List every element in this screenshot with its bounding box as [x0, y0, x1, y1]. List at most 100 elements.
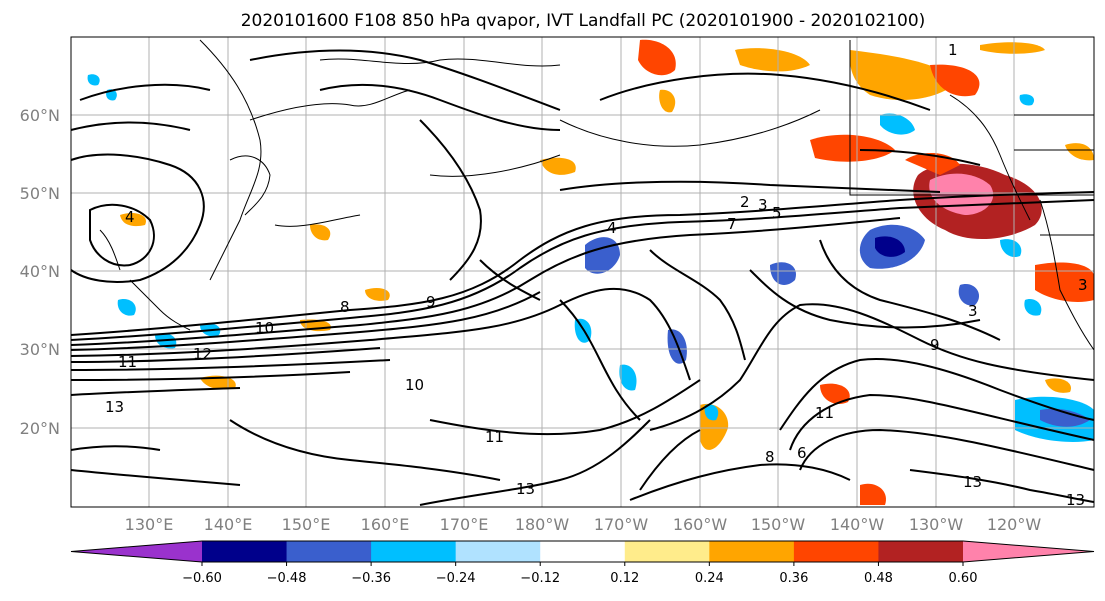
contour-label: 3: [968, 302, 978, 320]
contour-label: 11: [815, 404, 834, 422]
lon-tick-label: 140°E: [204, 515, 253, 534]
lat-tick-label: 60°N: [20, 106, 60, 125]
positive-blob: [659, 89, 676, 113]
lon-tick-label: 170°W: [594, 515, 649, 534]
colorbar-extend-low: [71, 541, 202, 562]
lon-tick-label: 160°E: [361, 515, 410, 534]
colorbar: −0.60 −0.48 −0.36 −0.24 −0.12 0.12 0.24 0.36 0.4…: [70, 540, 1095, 586]
colorbar-tick-label: −0.60: [182, 571, 222, 586]
contour-label: 13: [105, 398, 124, 416]
contour-label: 9: [930, 336, 940, 354]
colorbar-segment: [709, 541, 795, 562]
positive-blob: [735, 48, 810, 72]
anomaly-fill: [87, 39, 1094, 505]
contour-label: 3: [758, 196, 768, 214]
colorbar-tick-label: 0.12: [610, 571, 639, 586]
negative-blob: [875, 236, 905, 257]
colorbar-segment: [878, 541, 964, 562]
map-frame: [70, 36, 1095, 508]
colorbar-tick-label: 0.60: [949, 571, 978, 586]
map-panel: 1 2 3 4 5 7 8 9 10 10 11 11 12 13 13 13 …: [70, 36, 1095, 509]
colorbar-segment: [624, 541, 710, 562]
contour-label: 4: [607, 219, 617, 237]
contour-label: 11: [485, 428, 504, 446]
contour-label: 10: [405, 376, 424, 394]
negative-blob: [155, 333, 177, 349]
negative-blob: [1000, 239, 1022, 258]
colorbar-segment: [202, 541, 288, 562]
colorbar-segment: [540, 541, 626, 562]
lon-tick-label: 170°E: [440, 515, 489, 534]
contour-label: 13: [516, 480, 535, 498]
lon-tick-label: 140°W: [830, 515, 885, 534]
positive-blob: [540, 157, 576, 175]
colorbar-tick-label: −0.24: [436, 571, 476, 586]
contour-label: 8: [765, 448, 775, 466]
figure-title: 2020101600 F108 850 hPa qvapor, IVT Land…: [241, 11, 926, 31]
colorbar-tick-label: 0.36: [779, 571, 808, 586]
contour-label: 12: [193, 345, 212, 363]
negative-blob: [770, 262, 796, 285]
positive-blob: [310, 224, 331, 241]
positive-blob: [849, 50, 960, 100]
positive-blob: [980, 42, 1045, 54]
contour-label: 6: [797, 444, 807, 462]
lon-tick-label: 150°E: [282, 515, 331, 534]
ivt-contours: [70, 49, 1095, 506]
lat-tick-label: 50°N: [20, 184, 60, 203]
colorbar-segment: [371, 541, 457, 562]
negative-blob: [958, 284, 980, 306]
positive-blob: [1065, 143, 1094, 161]
negative-blob: [704, 404, 719, 421]
colorbar-segment: [793, 541, 879, 562]
lon-axis: 130°E 140°E 150°E 160°E 170°E 180°W 170°…: [125, 515, 1042, 534]
contour-label: 3: [1078, 276, 1088, 294]
lon-tick-label: 160°W: [673, 515, 728, 534]
negative-blob: [1024, 299, 1042, 316]
lat-tick-label: 20°N: [20, 419, 60, 438]
positive-blob: [638, 39, 676, 76]
contour-label: 5: [772, 204, 782, 222]
positive-blob: [820, 383, 850, 405]
colorbar-tick-label: −0.48: [267, 571, 307, 586]
colorbar-tick-label: 0.24: [695, 571, 724, 586]
positive-blob: [1035, 262, 1094, 302]
positive-blob: [860, 483, 886, 505]
positive-blob: [810, 134, 895, 162]
colorbar-tick-label: −0.12: [520, 571, 560, 586]
lon-tick-label: 120°W: [987, 515, 1042, 534]
colorbar-extend-high: [963, 541, 1094, 562]
contour-label: 7: [727, 215, 737, 233]
negative-blob: [1019, 94, 1035, 106]
lat-tick-label: 40°N: [20, 262, 60, 281]
lat-axis: 60°N 50°N 40°N 30°N 20°N: [20, 106, 60, 438]
positive-blob: [1045, 378, 1071, 393]
contour-label: 9: [426, 293, 436, 311]
contour-label: 13: [1066, 491, 1085, 509]
lon-tick-label: 130°W: [909, 515, 964, 534]
gridlines: [71, 37, 1094, 507]
contour-label: 1: [948, 41, 958, 59]
coastlines: [99, 39, 1095, 351]
colorbar-segment: [286, 541, 372, 562]
positive-blob: [930, 64, 980, 97]
negative-blob: [1040, 408, 1090, 427]
contour-labels: 1 2 3 4 5 7 8 9 10 10 11 11 12 13 13 13 …: [105, 41, 1088, 509]
positive-blob: [120, 213, 146, 227]
negative-blob: [117, 299, 136, 316]
contour-label: 2: [740, 193, 750, 211]
contour-label: 8: [340, 298, 350, 316]
lon-tick-label: 180°W: [515, 515, 570, 534]
lat-tick-label: 30°N: [20, 340, 60, 359]
colorbar-tick-label: −0.36: [351, 571, 391, 586]
contour-label: 11: [118, 353, 137, 371]
lon-tick-label: 130°E: [125, 515, 174, 534]
contour-label: 4: [125, 208, 135, 226]
contour-label: 13: [963, 473, 982, 491]
colorbar-tick-label: 0.48: [864, 571, 893, 586]
colorbar-segment: [455, 541, 541, 562]
positive-blob: [365, 288, 390, 301]
negative-blob: [619, 364, 637, 391]
contour-label: 10: [255, 319, 274, 337]
